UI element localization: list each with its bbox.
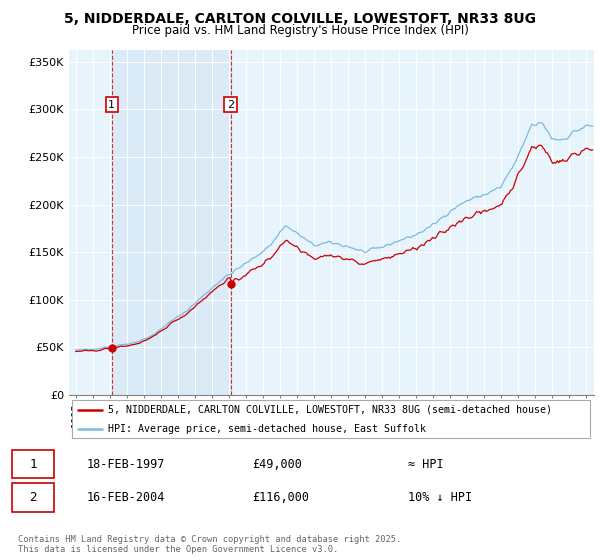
Text: 1: 1 xyxy=(109,100,115,110)
Text: 18-FEB-1997: 18-FEB-1997 xyxy=(87,458,166,470)
Text: 2: 2 xyxy=(29,491,37,504)
Text: 5, NIDDERDALE, CARLTON COLVILLE, LOWESTOFT, NR33 8UG (semi-detached house): 5, NIDDERDALE, CARLTON COLVILLE, LOWESTO… xyxy=(109,405,553,415)
Text: 16-FEB-2004: 16-FEB-2004 xyxy=(87,491,166,504)
Text: Price paid vs. HM Land Registry's House Price Index (HPI): Price paid vs. HM Land Registry's House … xyxy=(131,24,469,36)
Text: 1: 1 xyxy=(29,458,37,470)
Text: ≈ HPI: ≈ HPI xyxy=(408,458,443,470)
FancyBboxPatch shape xyxy=(71,400,590,438)
FancyBboxPatch shape xyxy=(12,450,54,478)
Text: 5, NIDDERDALE, CARLTON COLVILLE, LOWESTOFT, NR33 8UG: 5, NIDDERDALE, CARLTON COLVILLE, LOWESTO… xyxy=(64,12,536,26)
Bar xyxy=(112,50,231,395)
Text: Contains HM Land Registry data © Crown copyright and database right 2025.
This d: Contains HM Land Registry data © Crown c… xyxy=(18,535,401,554)
FancyBboxPatch shape xyxy=(12,483,54,512)
Text: 10% ↓ HPI: 10% ↓ HPI xyxy=(408,491,472,504)
Text: HPI: Average price, semi-detached house, East Suffolk: HPI: Average price, semi-detached house,… xyxy=(109,423,427,433)
Text: £116,000: £116,000 xyxy=(252,491,309,504)
Text: £49,000: £49,000 xyxy=(252,458,302,470)
Text: 2: 2 xyxy=(227,100,235,110)
